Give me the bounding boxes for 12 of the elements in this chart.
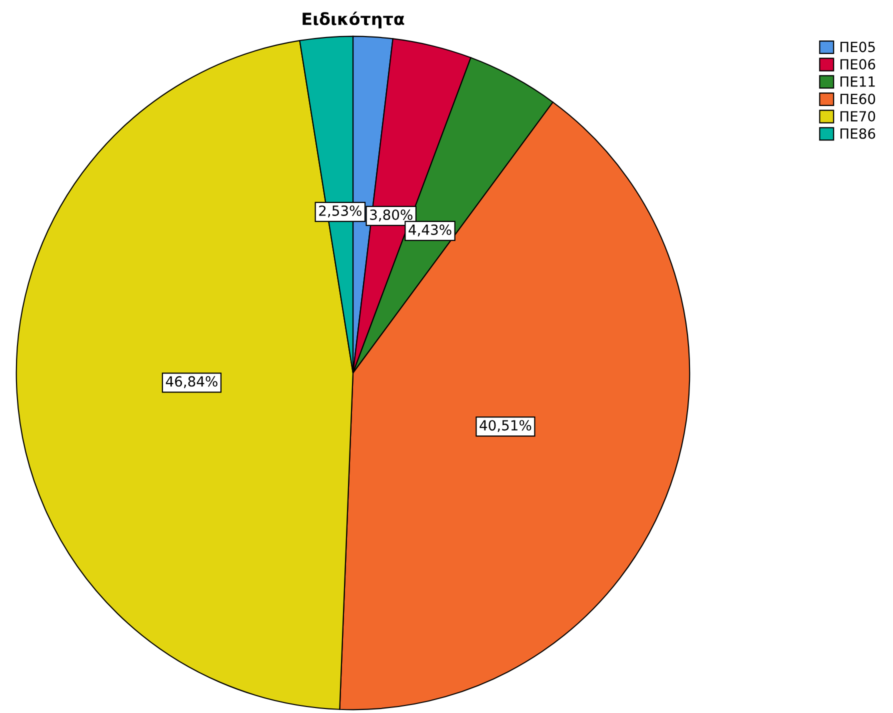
legend-label: ΠΕ11: [840, 76, 875, 87]
data-label: 40,51%: [480, 420, 532, 432]
data-label: 46,84%: [166, 376, 218, 388]
data-label: 3,80%: [370, 210, 412, 222]
legend-label: ΠΕ60: [840, 94, 876, 104]
data-label: 4,43%: [408, 224, 452, 236]
chart-title: Ειδικότητα: [302, 12, 404, 28]
legend-label: ΠΕ05: [840, 42, 875, 52]
legend-label: ΠΕ06: [840, 59, 876, 70]
legend-label: ΠΕ86: [840, 128, 876, 139]
legend-label: ΠΕ70: [840, 111, 876, 122]
data-label: 2,53%: [319, 205, 362, 218]
